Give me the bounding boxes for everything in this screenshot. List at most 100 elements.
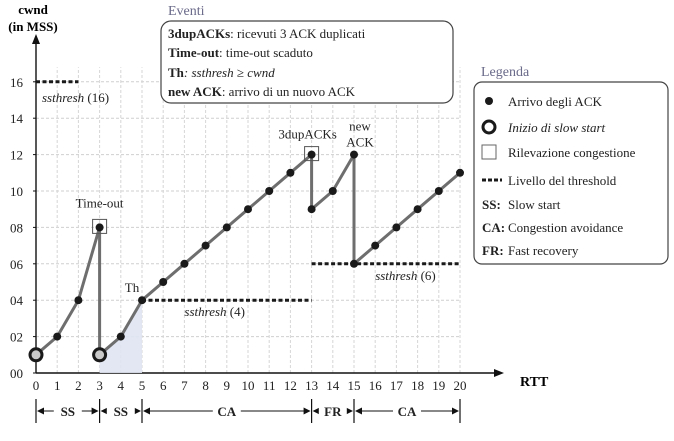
ack-point (307, 205, 316, 214)
phase-arrow-head (346, 407, 353, 415)
events-title: Eventi (168, 4, 205, 19)
x-tick-label: 5 (139, 378, 146, 393)
threshold-label-value: (16) (84, 90, 109, 105)
ack-point (74, 296, 83, 305)
series (28, 146, 464, 363)
congestion-box (304, 146, 320, 162)
annotation-ack: ACK (346, 135, 374, 150)
annotation-th: Th (125, 280, 140, 295)
event-term: new ACK (168, 84, 223, 99)
ack-point (456, 168, 464, 177)
annotation-new: new (349, 119, 371, 134)
thresholds: ssthresh (16)ssthresh (4)ssthresh (6) (36, 80, 460, 319)
ack-point (222, 223, 231, 232)
event-desc: : ricevuti 3 ACK duplicati (230, 26, 365, 41)
ack-point (53, 332, 62, 341)
legend-label-ss: Slow start (508, 197, 561, 212)
threshold-label-value: (6) (417, 268, 435, 283)
ack-point (180, 259, 189, 268)
threshold-label-name: ssthresh (375, 268, 417, 283)
x-tick-label: 19 (432, 378, 445, 393)
threshold-label-value: (4) (227, 304, 245, 319)
y-axis-label-line1: cwnd (18, 2, 48, 17)
y-tick-label: 16 (10, 75, 24, 90)
events-frame (160, 20, 454, 104)
y-tick-label: 06 (10, 257, 24, 272)
legend-label-ack: Arrivo degli ACK (508, 94, 602, 109)
phase-label: CA (217, 404, 236, 419)
x-tick-label: 8 (202, 378, 209, 393)
phase-arrow-head (452, 407, 459, 415)
x-tick-label: 12 (284, 378, 297, 393)
legend-frame (473, 81, 669, 265)
ack-point (95, 223, 104, 232)
x-tick-label: 18 (411, 378, 424, 393)
ack-point (138, 296, 146, 305)
x-tick-label: 10 (242, 378, 255, 393)
x-axis-label: RTT (520, 375, 549, 390)
legend-label-congestion: Rilevazione congestione (508, 145, 636, 160)
ack-point (413, 205, 422, 214)
event-line-th: Th: ssthresh ≥ cwnd (168, 65, 275, 80)
ack-point (201, 241, 210, 250)
x-tick-label: 13 (305, 378, 318, 393)
ack-point (392, 223, 401, 232)
y-axis-arrow (32, 34, 40, 44)
legend: Legenda Arrivo degli ACK Inizio di slow … (473, 65, 669, 265)
ack-point (286, 168, 295, 177)
events-box: Eventi 3dupACKs: ricevuti 3 ACK duplicat… (160, 4, 454, 104)
phase-arrow-head (355, 407, 362, 415)
ack-point (244, 205, 252, 214)
x-tick-label: 2 (75, 378, 82, 393)
ack-point (434, 187, 443, 195)
annotation-timeout: Time-out (76, 195, 124, 210)
series-line (353, 171, 461, 265)
ack-point (116, 332, 125, 341)
ack-point (350, 150, 358, 159)
threshold-label: ssthresh (4) (184, 304, 245, 319)
x-tick-label: 17 (390, 378, 404, 393)
event-desc: : time-out scaduto (219, 45, 313, 60)
phase-arrow-head (91, 407, 99, 415)
phase-label-bg (318, 402, 347, 420)
threshold-label: ssthresh (6) (375, 268, 436, 283)
x-tick-label: 14 (326, 378, 340, 393)
threshold-label: ssthresh (16) (42, 90, 109, 105)
x-tick-label: 6 (160, 378, 167, 393)
x-tick-label: 3 (96, 378, 103, 393)
ack-point (159, 278, 168, 286)
event-line-3dupacks: 3dupACKs: ricevuti 3 ACK duplicati (168, 26, 366, 41)
event-term: Time-out (168, 45, 220, 60)
series-line (35, 226, 102, 356)
slow-start-point (92, 347, 108, 363)
event-term: 3dupACKs (168, 26, 230, 41)
phase-label-bg (212, 402, 241, 420)
x-tick-label: 7 (181, 378, 188, 393)
legend-key-ca: CA: (482, 220, 505, 235)
x-axis-arrow (494, 369, 504, 377)
phase-label-bg (53, 402, 82, 420)
x-tick-label: 16 (369, 378, 383, 393)
slow-start-point (28, 347, 44, 363)
x-tick-label: 4 (118, 378, 125, 393)
phase-label-bg (106, 402, 135, 420)
phase-label: SS (114, 404, 128, 419)
ack-point (328, 187, 337, 195)
event-line-newack: new ACK: arrivo di un nuovo ACK (168, 84, 356, 99)
phase-arrow-head (37, 407, 44, 415)
legend-ring-icon (481, 119, 497, 135)
event-line-timeout: Time-out: time-out scaduto (168, 45, 313, 60)
legend-title: Legenda (481, 65, 530, 80)
phase-label: CA (398, 404, 417, 419)
event-term: Th (168, 65, 185, 80)
phase-label: SS (61, 404, 75, 419)
ack-point (371, 241, 380, 250)
threshold-label-name: ssthresh (42, 90, 84, 105)
event-desc: : ssthresh ≥ cwnd (184, 65, 275, 80)
annotation-3dupacks: 3dupACKs (278, 127, 337, 142)
x-tick-label: 9 (224, 378, 231, 393)
phase-arrow-head (312, 407, 320, 415)
ack-point (307, 150, 316, 159)
